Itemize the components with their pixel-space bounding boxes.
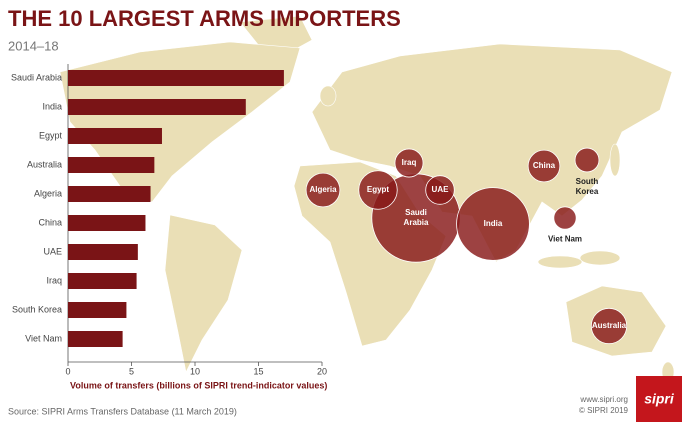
y-tick-label: Iraq [46, 275, 62, 285]
bubble-label: Viet Nam [548, 234, 582, 243]
y-tick-label: Algeria [34, 188, 62, 198]
y-tick-label: UAE [43, 246, 62, 256]
bubble [394, 148, 424, 178]
chart-subtitle: 2014–18 [8, 38, 59, 53]
x-tick-label: 20 [317, 366, 327, 376]
bubble-label: Saudi Arabia [404, 208, 429, 227]
y-tick-label: Saudi Arabia [11, 72, 62, 82]
bubbles: Saudi Arabia India Egypt Australia Algeria Chi… [305, 147, 628, 345]
chart-title: THE 10 LARGEST ARMS IMPORTERS [8, 6, 401, 31]
x-axis-label: Volume of transfers (billions of SIPRI t… [70, 380, 327, 390]
bubble-label: India [484, 219, 503, 228]
bar [68, 128, 162, 144]
x-tick-label: 5 [129, 366, 134, 376]
y-tick-label: Egypt [39, 130, 63, 140]
bubble [574, 147, 600, 173]
website: www.sipri.org [579, 395, 628, 404]
bubble [358, 170, 398, 210]
bubble [553, 206, 577, 230]
logo-box [636, 376, 682, 422]
bubble [590, 307, 628, 345]
bubble-label: UAE [432, 185, 450, 194]
y-tick-label: Viet Nam [25, 333, 62, 343]
bar [68, 331, 123, 347]
y-tick-label: China [38, 217, 62, 227]
bubble [305, 172, 341, 208]
bubble-label: Algeria [309, 185, 337, 194]
bar [68, 273, 137, 289]
bar [68, 70, 284, 86]
bar [68, 215, 146, 231]
copyright: © SIPRI 2019 [579, 406, 629, 415]
bar [68, 157, 155, 173]
bubble-label: Iraq [402, 158, 417, 167]
x-tick-label: 15 [253, 366, 263, 376]
bar [68, 302, 127, 318]
bubble-label: Egypt [367, 185, 390, 194]
y-tick-label: Australia [27, 159, 62, 169]
bubble [456, 187, 530, 261]
x-tick-label: 10 [190, 366, 200, 376]
bar [68, 99, 246, 115]
bar [68, 186, 151, 202]
bubble-label: South Korea [576, 177, 599, 196]
bar [68, 244, 138, 260]
bubble [425, 175, 455, 205]
x-tick-label: 0 [65, 366, 70, 376]
source-note: Source: SIPRI Arms Transfers Database (1… [8, 406, 237, 416]
bubble [527, 149, 561, 183]
y-tick-label: South Korea [12, 304, 62, 314]
logo: sipri [644, 391, 675, 407]
bubble-label: Australia [592, 321, 627, 330]
bubble-label: China [533, 161, 556, 170]
y-tick-label: India [42, 101, 62, 111]
